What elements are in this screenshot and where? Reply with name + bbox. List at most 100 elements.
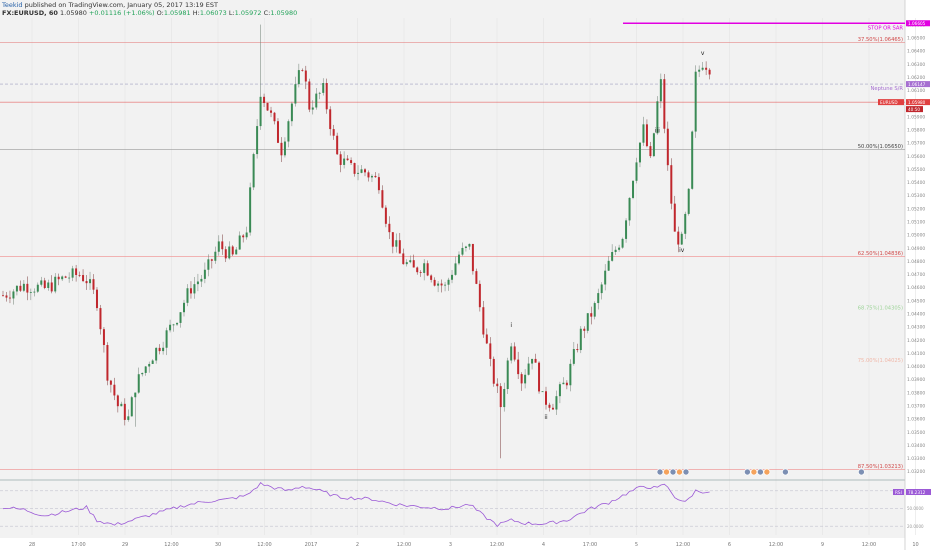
y-tick-label: 1.04400 xyxy=(907,312,925,318)
event-icon[interactable] xyxy=(682,468,690,476)
candle-down xyxy=(440,283,443,286)
stop-price-tag xyxy=(906,20,930,27)
candle-up xyxy=(447,279,450,285)
candle-up xyxy=(259,96,262,127)
y-tick-label: 1.03900 xyxy=(907,377,925,383)
wave-label: iii xyxy=(655,127,660,134)
candle-up xyxy=(33,291,36,293)
candle-up xyxy=(454,263,457,275)
event-icon[interactable] xyxy=(663,468,670,476)
event-icon[interactable] xyxy=(757,468,764,476)
y-tick-label: 1.05900 xyxy=(907,114,925,120)
candle-up xyxy=(148,363,151,367)
candle-down xyxy=(377,177,380,191)
event-icon[interactable] xyxy=(782,468,789,476)
event-icon[interactable] xyxy=(676,468,683,476)
x-tick-label: 5 xyxy=(635,542,638,548)
candle-down xyxy=(520,374,523,384)
candle-down xyxy=(391,232,394,247)
candle-up xyxy=(134,392,137,398)
candle-up xyxy=(322,83,325,93)
candle-up xyxy=(698,69,701,72)
event-icon[interactable] xyxy=(669,468,677,476)
x-tick-label: 29 xyxy=(122,542,128,548)
event-icon[interactable] xyxy=(763,468,771,476)
high-value: 1.06073 xyxy=(199,9,227,17)
candle-down xyxy=(545,391,547,405)
candle-down xyxy=(496,383,499,387)
symbol-label: FX:EURUSD, 60 xyxy=(2,9,58,17)
candle-up xyxy=(155,347,158,361)
wave-label: ii xyxy=(544,414,548,421)
candle-up xyxy=(572,349,575,364)
candle-up xyxy=(691,131,694,189)
candle-up xyxy=(203,269,206,279)
candle-down xyxy=(64,276,67,278)
x-tick-label: 28 xyxy=(29,542,35,548)
y-tick-label: 1.05300 xyxy=(907,193,925,199)
candle-down xyxy=(346,158,349,161)
close-value: 1.05980 xyxy=(270,9,298,17)
y-tick-label: 1.06400 xyxy=(907,49,925,55)
y-tick-label: 1.04700 xyxy=(907,272,925,278)
candle-up xyxy=(22,283,25,291)
candle-up xyxy=(141,372,144,375)
event-icon[interactable] xyxy=(744,468,751,476)
candle-up xyxy=(423,263,426,273)
candle-down xyxy=(384,207,387,224)
candle-up xyxy=(464,246,467,248)
y-tick-label: 1.03800 xyxy=(907,390,925,396)
symbol-tag xyxy=(878,99,904,106)
candle-down xyxy=(350,160,353,164)
candles xyxy=(2,24,711,459)
fib-label: 37.50%(1.06465) xyxy=(858,37,903,43)
candle-up xyxy=(290,103,293,122)
candle-down xyxy=(367,172,370,178)
candle-down xyxy=(534,358,537,363)
event-icon[interactable] xyxy=(750,468,758,476)
candle-up xyxy=(684,213,687,234)
candle-up xyxy=(409,260,412,263)
candle-up xyxy=(120,403,123,407)
candle-up xyxy=(207,259,210,270)
candle-up xyxy=(297,70,300,85)
rsi-label: RSI xyxy=(895,490,902,495)
candle-down xyxy=(221,241,224,250)
candle-down xyxy=(645,124,648,147)
candle-up xyxy=(127,416,130,420)
candle-up xyxy=(555,396,558,410)
candle-up xyxy=(172,324,175,326)
candle-up xyxy=(144,366,147,373)
y-tick-label: 1.05400 xyxy=(907,180,925,186)
y-tick-label: 1.06200 xyxy=(907,75,925,81)
candle-up xyxy=(600,284,603,294)
candle-up xyxy=(36,284,39,292)
candle-down xyxy=(666,128,669,166)
candle-down xyxy=(276,121,279,143)
x-tick-label: 17:00 xyxy=(583,542,597,548)
event-icon[interactable] xyxy=(656,468,664,476)
candle-up xyxy=(510,346,513,361)
x-tick-label: 12:00 xyxy=(397,542,411,548)
event-icon[interactable] xyxy=(858,468,865,476)
candle-up xyxy=(68,277,71,279)
candle-up xyxy=(451,274,454,280)
candle-down xyxy=(673,203,676,232)
y-tick-label: 1.06500 xyxy=(907,36,925,42)
fib-label: 87.50%(1.03213) xyxy=(858,464,903,470)
candle-down xyxy=(548,404,551,408)
candle-up xyxy=(29,292,32,293)
chart-header: Teekid published on TradingView.com, Jan… xyxy=(2,1,297,17)
candle-up xyxy=(343,158,346,165)
author-name[interactable]: Teekid xyxy=(2,1,23,9)
candle-up xyxy=(228,246,231,259)
candle-down xyxy=(123,403,126,420)
candle-up xyxy=(256,126,259,155)
candle-up xyxy=(318,92,321,94)
candle-up xyxy=(151,360,154,364)
fib-label: 50.00%(1.05650) xyxy=(858,144,903,150)
candle-down xyxy=(353,163,356,174)
y-tick-label: 1.04600 xyxy=(907,285,925,291)
